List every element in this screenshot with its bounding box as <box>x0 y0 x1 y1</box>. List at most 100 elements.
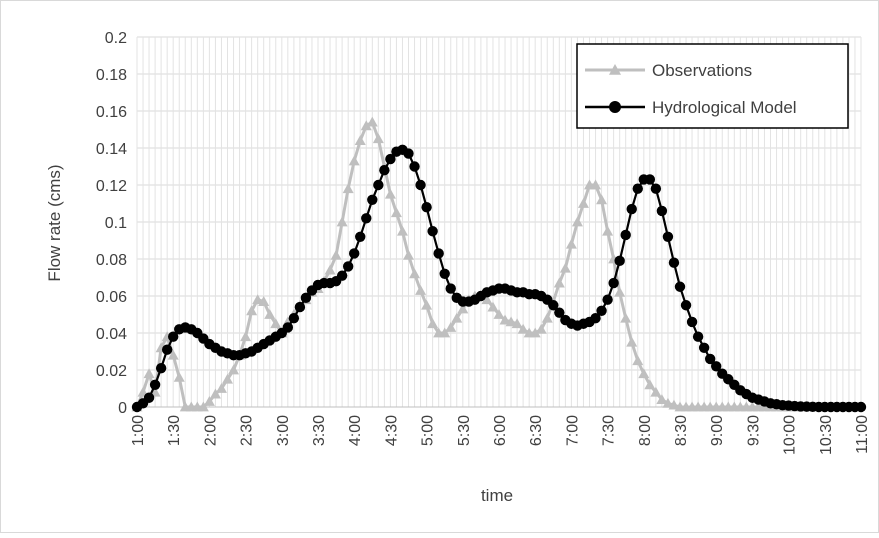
data-point <box>336 216 348 227</box>
data-point <box>608 277 619 289</box>
data-point <box>342 183 354 194</box>
data-point <box>215 383 227 393</box>
data-point <box>620 312 632 323</box>
data-point <box>396 225 408 236</box>
data-point <box>348 155 360 166</box>
data-point <box>686 316 698 328</box>
data-point <box>433 248 444 259</box>
data-point <box>620 229 631 241</box>
data-point <box>379 165 390 176</box>
data-point <box>855 401 867 413</box>
data-point <box>354 135 366 145</box>
data-point <box>228 364 240 375</box>
data-point <box>240 331 252 342</box>
data-point <box>421 202 432 213</box>
y-tick-label: 0.18 <box>96 67 127 84</box>
data-point <box>222 373 233 384</box>
data-point <box>355 231 366 242</box>
data-point <box>541 312 553 323</box>
y-axis-label: Flow rate (cms) <box>45 164 64 281</box>
data-point <box>149 379 161 390</box>
data-point <box>656 205 668 217</box>
data-point <box>711 361 722 372</box>
y-tick-label: 0.2 <box>105 30 127 47</box>
series-hydrological-model <box>131 144 867 413</box>
data-point <box>535 323 547 334</box>
x-tick-label: 10:00 <box>782 415 799 455</box>
data-point <box>143 368 155 379</box>
data-point <box>367 194 378 205</box>
data-point <box>704 353 716 365</box>
axes: 0 0.02 0.04 0.06 0.08 0.1 0.12 0.14 0.16 0.18 0.2 1… <box>96 30 871 455</box>
data-point <box>445 283 456 294</box>
y-tick-label: 0.06 <box>96 289 127 306</box>
x-tick-label: 10:30 <box>818 415 835 455</box>
data-point <box>638 368 650 379</box>
data-point <box>270 318 282 329</box>
data-point <box>439 268 450 279</box>
data-point <box>554 307 565 318</box>
y-tick-label: 0.16 <box>96 104 127 121</box>
data-point <box>300 292 312 304</box>
x-tick-label: 9:00 <box>709 415 726 446</box>
x-tick-label: 5:00 <box>420 415 437 446</box>
x-tick-label: 4:30 <box>383 415 400 446</box>
x-tick-label: 7:00 <box>564 415 581 446</box>
data-point <box>264 309 276 319</box>
data-point <box>161 344 173 355</box>
data-point <box>342 261 354 272</box>
data-point <box>167 349 179 360</box>
data-point <box>614 286 626 297</box>
y-tick-label: 0.14 <box>96 141 127 158</box>
data-point <box>511 318 523 329</box>
data-point <box>674 281 686 292</box>
data-point <box>415 179 426 191</box>
x-tick-label: 2:30 <box>239 415 256 446</box>
legend: Observations Hydrological Model <box>576 43 849 129</box>
data-point <box>529 327 541 338</box>
data-point <box>409 268 421 279</box>
data-point <box>656 394 668 404</box>
data-point <box>505 316 517 327</box>
data-point <box>390 207 402 218</box>
y-tick-label: 0 <box>118 400 127 417</box>
legend-label: Observations <box>652 61 752 80</box>
data-point <box>349 248 360 259</box>
x-tick-label: 2:00 <box>202 415 219 446</box>
legend-marker <box>609 64 621 75</box>
data-point <box>361 213 372 224</box>
data-point <box>203 395 215 406</box>
data-point <box>668 257 680 268</box>
data-point <box>155 362 167 374</box>
data-point <box>288 313 300 324</box>
data-point <box>493 309 505 319</box>
data-point <box>415 284 427 295</box>
data-point <box>626 336 638 347</box>
data-point <box>577 198 589 208</box>
x-tick-label: 3:00 <box>275 415 292 446</box>
series <box>131 116 867 413</box>
data-point <box>445 321 457 332</box>
legend-box <box>576 43 849 129</box>
data-point <box>143 392 155 403</box>
y-tick-label: 0.12 <box>96 178 127 195</box>
x-tick-label: 3:30 <box>311 415 328 446</box>
data-point <box>403 148 414 159</box>
x-tick-label: 4:00 <box>347 415 364 446</box>
data-point <box>252 294 264 305</box>
data-point <box>324 264 336 275</box>
legend-item: Observations <box>585 61 752 80</box>
x-axis-label: time <box>481 486 513 505</box>
data-point <box>336 270 348 281</box>
data-point <box>246 305 258 316</box>
data-point <box>590 179 602 190</box>
data-point <box>421 299 433 310</box>
x-tick-label: 6:30 <box>528 415 545 446</box>
data-point <box>372 133 384 144</box>
data-point <box>427 226 438 237</box>
y-tick-label: 0.08 <box>96 252 127 269</box>
data-point <box>168 331 179 342</box>
data-point <box>366 116 378 127</box>
